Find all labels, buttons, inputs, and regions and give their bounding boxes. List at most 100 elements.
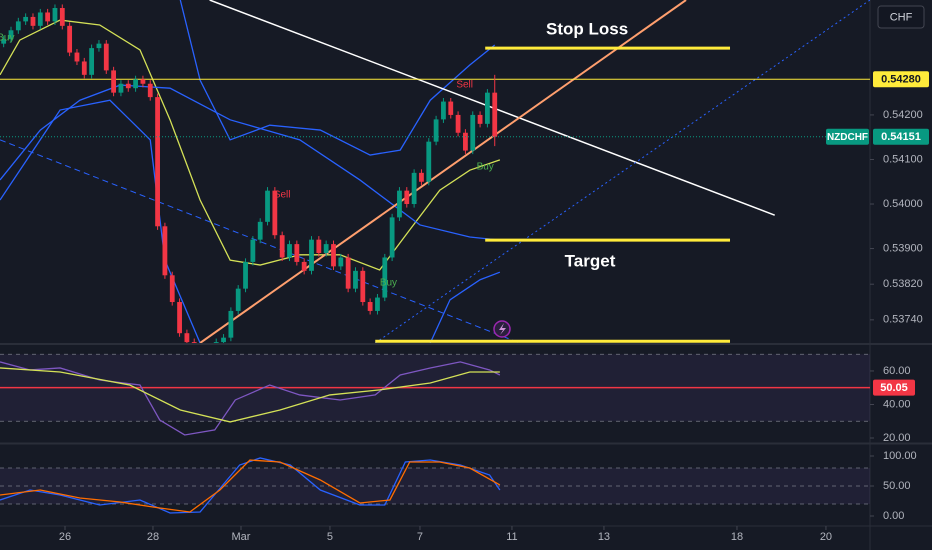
rsi-level-label: 50.05: [880, 382, 908, 394]
y-tick-label: 60.00: [883, 365, 911, 377]
candle-body: [1, 39, 7, 44]
x-tick-label: 7: [417, 531, 423, 543]
candle-body: [147, 83, 153, 98]
candle-body: [382, 257, 388, 298]
candle-body: [294, 244, 300, 262]
candle-body: [433, 119, 439, 142]
x-tick-label: 18: [731, 531, 743, 543]
candle-body: [397, 190, 402, 218]
candle-body: [426, 141, 432, 182]
last-price-box: [873, 128, 929, 145]
level-label-box: [873, 71, 929, 88]
annotation: Target: [565, 251, 616, 270]
candle-body: [331, 244, 336, 267]
candle-body: [235, 288, 241, 311]
candle-body: [74, 52, 80, 62]
indicator-line: [0, 459, 501, 513]
currency-box[interactable]: [877, 5, 925, 29]
indicator-line: [0, 99, 201, 343]
signal-label: Sell: [274, 190, 291, 201]
candle-body: [463, 132, 468, 151]
x-tick-label: Mar: [232, 531, 251, 543]
symbol: NZDCHF: [827, 132, 868, 143]
y-tick-label: 0.53900: [883, 242, 923, 254]
signal-label: Buy: [0, 33, 14, 44]
symbol-box: [826, 128, 869, 145]
candle-body: [301, 261, 307, 271]
y-tick-label: 0.53820: [883, 278, 923, 290]
candle-body: [89, 48, 95, 75]
x-tick-label: 28: [147, 531, 159, 543]
y-tick-label: 0.54100: [883, 153, 923, 165]
candle-body: [279, 235, 285, 258]
candle-body: [23, 16, 29, 22]
y-tick-label: 0.00: [883, 510, 904, 522]
candle-body: [52, 8, 58, 22]
stoch-pane: [0, 457, 870, 514]
level-label: 0.54280: [881, 74, 921, 86]
y-tick-label: 0.54200: [883, 109, 923, 121]
x-tick-label: 13: [598, 531, 610, 543]
x-tick-label: 11: [506, 531, 517, 543]
y-tick-label: 20.00: [883, 432, 911, 444]
alert-bolt: [499, 323, 506, 335]
candle-body: [8, 30, 14, 40]
candle-body: [140, 79, 146, 84]
candle-body: [81, 61, 87, 75]
candle-body: [360, 270, 366, 303]
indicator-line: [429, 271, 501, 343]
signal-label: Buy: [477, 162, 494, 173]
candle-body: [213, 342, 219, 343]
candle-body: [118, 83, 124, 93]
trend-line: [0, 139, 520, 343]
candle-body: [448, 101, 454, 115]
y-tick-label: 100.00: [883, 450, 917, 462]
candle-body: [59, 8, 65, 26]
candle-body: [191, 342, 197, 343]
candle-body: [250, 239, 256, 262]
candle-body: [309, 239, 314, 271]
candle-body: [455, 114, 461, 133]
signal-label: Sell: [456, 80, 473, 91]
candle-body: [125, 83, 131, 89]
candle-body: [375, 297, 380, 311]
y-tick-label: 0.54000: [883, 198, 923, 210]
last-price: 0.54151: [881, 131, 921, 143]
candle-body: [441, 101, 446, 120]
candle-body: [404, 190, 410, 205]
candle-body: [470, 114, 476, 151]
signal-label: Buy: [380, 278, 397, 289]
candle-body: [338, 257, 344, 267]
candle-body: [155, 97, 160, 227]
candle-body: [37, 12, 43, 26]
candle-body: [287, 244, 292, 258]
candle-body: [133, 79, 138, 89]
candle-body: [272, 190, 278, 236]
candle-body: [367, 302, 373, 311]
trend-line: [199, 0, 687, 343]
candle-body: [345, 257, 351, 289]
candle-body: [177, 302, 182, 334]
trend-line: [374, 0, 870, 343]
candle-body: [411, 172, 417, 205]
candle-body: [228, 310, 234, 338]
x-tick-label: 5: [327, 531, 333, 543]
candle-body: [111, 70, 117, 93]
annotation: Stop Loss: [546, 19, 628, 38]
y-tick-label: 40.00: [883, 398, 911, 410]
y-tick-label: 50.00: [883, 480, 911, 492]
candle-body: [419, 172, 424, 182]
candle-body: [492, 92, 498, 137]
candle-body: [162, 226, 168, 276]
candle-body: [316, 239, 322, 254]
candle-body: [485, 92, 490, 124]
indicator-line: [179, 0, 496, 156]
candle-body: [353, 270, 358, 289]
price-pane: Stop Loss Target Buy Sell Sell Buy Buy: [0, 0, 870, 343]
candle-body: [221, 337, 226, 343]
candle-body: [477, 114, 483, 124]
candle-body: [103, 43, 109, 71]
candle-body: [265, 190, 270, 222]
candle-body: [45, 12, 51, 22]
